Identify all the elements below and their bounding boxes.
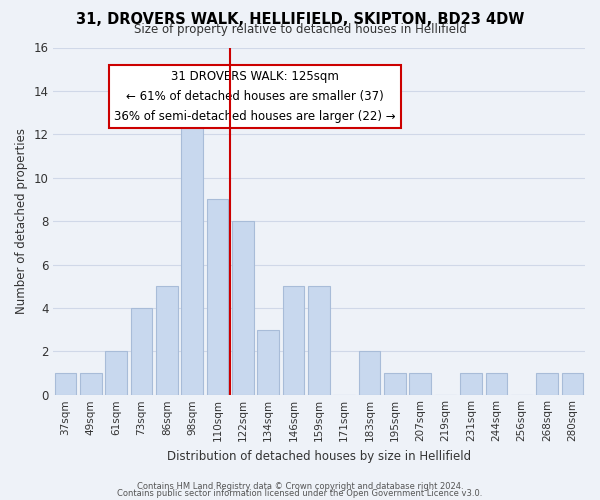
Bar: [80, 373, 101, 395]
Text: Size of property relative to detached houses in Hellifield: Size of property relative to detached ho…: [134, 24, 466, 36]
Bar: [562, 373, 583, 395]
Bar: [55, 373, 76, 395]
Text: Contains public sector information licensed under the Open Government Licence v3: Contains public sector information licen…: [118, 489, 482, 498]
Bar: [460, 373, 482, 395]
Bar: [485, 373, 507, 395]
Text: 31 DROVERS WALK: 125sqm
← 61% of detached houses are smaller (37)
36% of semi-de: 31 DROVERS WALK: 125sqm ← 61% of detache…: [114, 70, 396, 123]
Bar: [536, 373, 558, 395]
Bar: [207, 200, 228, 395]
Bar: [308, 286, 329, 395]
Y-axis label: Number of detached properties: Number of detached properties: [15, 128, 28, 314]
Bar: [257, 330, 279, 395]
Bar: [156, 286, 178, 395]
Bar: [131, 308, 152, 395]
Bar: [409, 373, 431, 395]
Bar: [181, 112, 203, 395]
Bar: [232, 221, 254, 395]
X-axis label: Distribution of detached houses by size in Hellifield: Distribution of detached houses by size …: [167, 450, 471, 462]
Text: 31, DROVERS WALK, HELLIFIELD, SKIPTON, BD23 4DW: 31, DROVERS WALK, HELLIFIELD, SKIPTON, B…: [76, 12, 524, 28]
Bar: [283, 286, 304, 395]
Text: Contains HM Land Registry data © Crown copyright and database right 2024.: Contains HM Land Registry data © Crown c…: [137, 482, 463, 491]
Bar: [384, 373, 406, 395]
Bar: [359, 352, 380, 395]
Bar: [106, 352, 127, 395]
